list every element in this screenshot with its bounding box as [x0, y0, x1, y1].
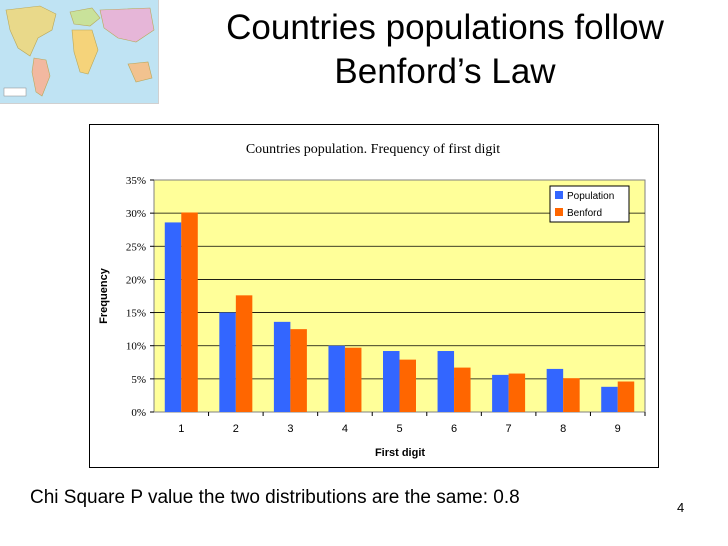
bar-population-8 [546, 368, 564, 412]
x-tick-label: 5 [396, 423, 402, 435]
x-tick-label: 6 [451, 423, 457, 435]
page-number: 4 [677, 500, 685, 515]
y-tick-label: 15% [126, 308, 146, 320]
x-tick-label: 4 [342, 423, 348, 435]
x-tick-label: 1 [178, 423, 184, 435]
y-axis-label: Frequency [98, 267, 110, 324]
y-tick-label: 30% [126, 208, 146, 220]
legend-label-benford: Benford [567, 208, 602, 219]
bar-population-9 [601, 386, 618, 412]
bar-benford-4 [344, 347, 362, 412]
bar-benford-7 [508, 373, 526, 412]
y-tick-label: 0% [131, 407, 146, 419]
world-map-image [0, 0, 159, 104]
x-axis-label: First digit [375, 447, 425, 459]
x-tick-label: 3 [287, 423, 293, 435]
chart-title: Countries population. Frequency of first… [246, 142, 500, 157]
x-tick-label: 7 [506, 423, 512, 435]
bar-benford-3 [290, 329, 307, 412]
legend-label-population: Population [567, 191, 614, 202]
bar-benford-9 [617, 381, 635, 412]
bars [164, 212, 635, 412]
y-tick-label: 20% [126, 274, 146, 286]
bar-benford-6 [454, 367, 471, 412]
bar-population-1 [164, 222, 182, 412]
world-map-icon [0, 0, 158, 103]
bar-benford-5 [399, 359, 416, 412]
bar-benford-1 [181, 212, 198, 412]
y-axis-ticks: 0% 5% 10% 15% 20% 25% 30% 35% [126, 175, 154, 419]
bar-benford-2 [235, 295, 253, 412]
bar-chart: Countries population. Frequency of first… [98, 142, 646, 459]
bar-population-7 [492, 374, 509, 412]
chart-legend: Population Benford [549, 185, 630, 223]
x-axis-ticks: 1 2 3 4 5 6 7 8 9 [178, 412, 646, 435]
slide-title: Countries populations follow Benford’s L… [226, 8, 664, 91]
y-tick-label: 10% [126, 341, 146, 353]
x-tick-label: 9 [615, 423, 621, 435]
legend-swatch-population [555, 191, 563, 199]
chi-square-footnote: Chi Square P value the two distributions… [30, 487, 520, 508]
bar-population-4 [328, 345, 345, 412]
y-tick-label: 35% [126, 175, 146, 187]
y-tick-label: 25% [126, 241, 146, 253]
bar-population-3 [273, 321, 291, 412]
x-tick-label: 2 [233, 423, 239, 435]
y-tick-label: 5% [131, 374, 146, 386]
legend-swatch-benford [555, 208, 563, 216]
legend-box [549, 185, 630, 223]
bar-benford-8 [563, 378, 580, 412]
bar-population-5 [383, 351, 400, 412]
bar-population-2 [219, 312, 236, 412]
bar-population-6 [437, 351, 455, 412]
chart-frame: Countries population. Frequency of first… [89, 124, 659, 468]
x-tick-label: 8 [560, 423, 566, 435]
